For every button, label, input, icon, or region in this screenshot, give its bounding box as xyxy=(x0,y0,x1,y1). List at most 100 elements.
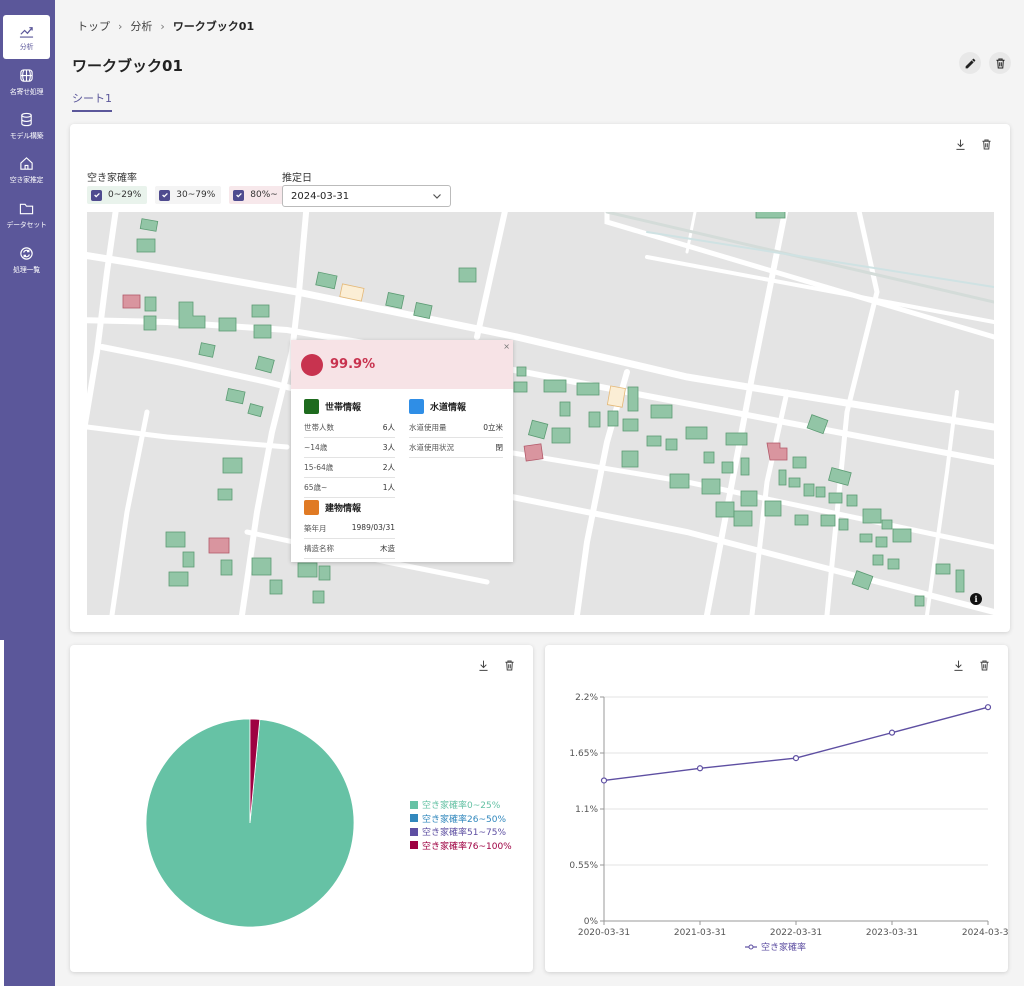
info-row: 15-64歳 2人 xyxy=(304,458,395,478)
home-icon xyxy=(20,156,33,170)
y-tick-label: 2.2% xyxy=(575,693,598,703)
y-tick-label: 0% xyxy=(584,917,599,927)
pie-chart[interactable] xyxy=(70,645,533,972)
trash-icon xyxy=(982,139,991,150)
row-key: 15-64歳 xyxy=(304,463,334,472)
legend-item[interactable]: 空き家確率26~50% xyxy=(410,812,512,826)
data-point[interactable] xyxy=(888,729,896,736)
chip-30-79[interactable]: 30~79% xyxy=(155,186,222,204)
water-title-row: 水道情報 xyxy=(409,399,503,414)
chip-0-29[interactable]: 0~29% xyxy=(87,186,148,204)
info-row: 世帯人数 6人 xyxy=(304,418,395,438)
popup-header: 99.9% xyxy=(291,340,513,389)
info-row: 65歳~ 1人 xyxy=(304,478,395,498)
household-section: 世帯情報 世帯人数 6人 ~14歳 3人 15-64歳 2人 65歳~ 1人 xyxy=(304,399,395,498)
legend-item[interactable]: 空き家確率76~100% xyxy=(410,839,512,853)
tab-sheet1[interactable]: シート1 xyxy=(72,90,112,112)
x-tick-label: 2020-03-31 xyxy=(578,928,630,938)
building-title-row: 建物情報 xyxy=(304,500,395,515)
download-icon xyxy=(479,660,488,671)
sidebar-item-process-list[interactable]: 処理一覧 xyxy=(3,238,50,282)
household-color-icon xyxy=(304,399,319,414)
sidebar-item-model-build[interactable]: モデル構築 xyxy=(3,104,50,148)
data-point[interactable] xyxy=(600,777,608,784)
pie-legend: 空き家確率0~25% 空き家確率26~50% 空き家確率51~75% 空き家確率76~… xyxy=(410,798,512,852)
legend-label: 空き家確率51~75% xyxy=(422,828,506,839)
delete-card-button[interactable] xyxy=(503,659,517,673)
row-value: 3人 xyxy=(382,443,395,452)
breadcrumb-top[interactable]: トップ xyxy=(77,20,110,33)
legend-item[interactable]: 空き家確率0~25% xyxy=(410,798,512,812)
row-value: 0立米 xyxy=(483,423,503,432)
water-color-icon xyxy=(409,399,424,414)
legend-label[interactable]: 空き家確率 xyxy=(761,941,806,953)
water-section: 水道情報 水道使用量 0立米 水道使用状況 閉 xyxy=(409,399,503,458)
sidebar: 分析 名寄せ処理 モデル構築 空き家推定 データセット 処理一覧 xyxy=(0,0,55,986)
sidebar-item-dataset[interactable]: データセット xyxy=(3,193,50,237)
chip-label: 30~79% xyxy=(176,190,216,200)
building-title: 建物情報 xyxy=(325,504,362,514)
breadcrumb-analysis[interactable]: 分析 xyxy=(130,20,153,33)
trash-icon xyxy=(505,660,514,671)
row-key: 65歳~ xyxy=(304,483,328,492)
household-title: 世帯情報 xyxy=(325,403,362,413)
card-toolbar xyxy=(952,659,992,673)
household-title-row: 世帯情報 xyxy=(304,399,395,414)
data-point[interactable] xyxy=(696,765,704,772)
checkbox-checked-icon xyxy=(159,189,171,201)
x-tick-label: 2021-03-31 xyxy=(674,928,726,938)
chevron-right-icon: › xyxy=(160,19,165,33)
sidebar-item-label: モデル構築 xyxy=(9,131,44,140)
building-section: 建物情報 築年月 1989/03/31 構造名称 木造 xyxy=(304,500,395,559)
chip-80-plus[interactable]: 80%~ xyxy=(229,186,284,204)
pie-slice[interactable] xyxy=(249,718,261,824)
building-color-icon xyxy=(304,500,319,515)
close-icon[interactable]: × xyxy=(503,342,510,351)
delete-card-button[interactable] xyxy=(980,138,994,152)
row-value: 閉 xyxy=(495,443,504,452)
x-tick-label: 2024-03-31 xyxy=(962,928,1008,938)
delete-card-button[interactable] xyxy=(978,659,992,673)
data-point[interactable] xyxy=(984,704,992,711)
sidebar-item-vacancy-estimate[interactable]: 空き家推定 xyxy=(3,148,50,192)
legend-swatch xyxy=(410,827,418,836)
card-toolbar xyxy=(477,659,517,673)
row-key: 構造名称 xyxy=(304,544,334,553)
y-tick-label: 1.1% xyxy=(575,805,598,815)
estimate-date-select[interactable]: 2024-03-31 xyxy=(282,185,451,207)
sidebar-item-analysis[interactable]: 分析 xyxy=(3,15,50,59)
x-tick-label: 2022-03-31 xyxy=(770,928,822,938)
sidebar-item-label: 処理一覧 xyxy=(13,265,40,274)
row-key: 世帯人数 xyxy=(304,423,334,432)
legend-label: 空き家確率0~25% xyxy=(422,801,501,812)
row-value: 1989/03/31 xyxy=(351,523,395,532)
legend-swatch xyxy=(410,814,418,823)
breadcrumb-current: ワークブック01 xyxy=(172,20,255,33)
estimate-date-label: 推定日 xyxy=(282,173,312,184)
map-info-icon[interactable]: i xyxy=(970,593,982,605)
row-value: 2人 xyxy=(382,463,395,472)
map-view[interactable]: 99.9% × 世帯情報 世帯人数 6人 ~14歳 3人 15-64歳 2人 65歳~… xyxy=(87,212,994,615)
chart-line-icon xyxy=(19,26,34,38)
checkbox-checked-icon xyxy=(233,189,245,201)
download-button[interactable] xyxy=(952,659,966,673)
sidebar-item-name-matching[interactable]: 名寄せ処理 xyxy=(3,60,50,104)
sidebar-edge xyxy=(0,640,4,986)
legend-item[interactable]: 空き家確率51~75% xyxy=(410,825,512,839)
data-point[interactable] xyxy=(792,754,800,762)
globe-icon xyxy=(20,68,33,82)
legend-label: 空き家確率76~100% xyxy=(422,841,512,852)
chevron-right-icon: › xyxy=(118,19,123,33)
line-chart[interactable]: 0% 0.55% 1.1% 1.65% 2.2% 2020-03-31 2021-03-31… xyxy=(545,645,1008,972)
download-button[interactable] xyxy=(954,138,968,152)
line-chart-card: 0% 0.55% 1.1% 1.65% 2.2% 2020-03-31 2021-03-31… xyxy=(545,645,1008,972)
download-button[interactable] xyxy=(477,659,491,673)
edit-button[interactable] xyxy=(959,52,981,74)
delete-workbook-button[interactable] xyxy=(989,52,1011,74)
refresh-icon xyxy=(20,246,33,260)
pencil-icon xyxy=(965,58,975,68)
estimate-date-value: 2024-03-31 xyxy=(291,190,350,202)
row-key: 水道使用量 xyxy=(409,423,447,432)
card-toolbar xyxy=(954,138,994,152)
breadcrumb: トップ › 分析 › ワークブック01 xyxy=(77,18,254,34)
